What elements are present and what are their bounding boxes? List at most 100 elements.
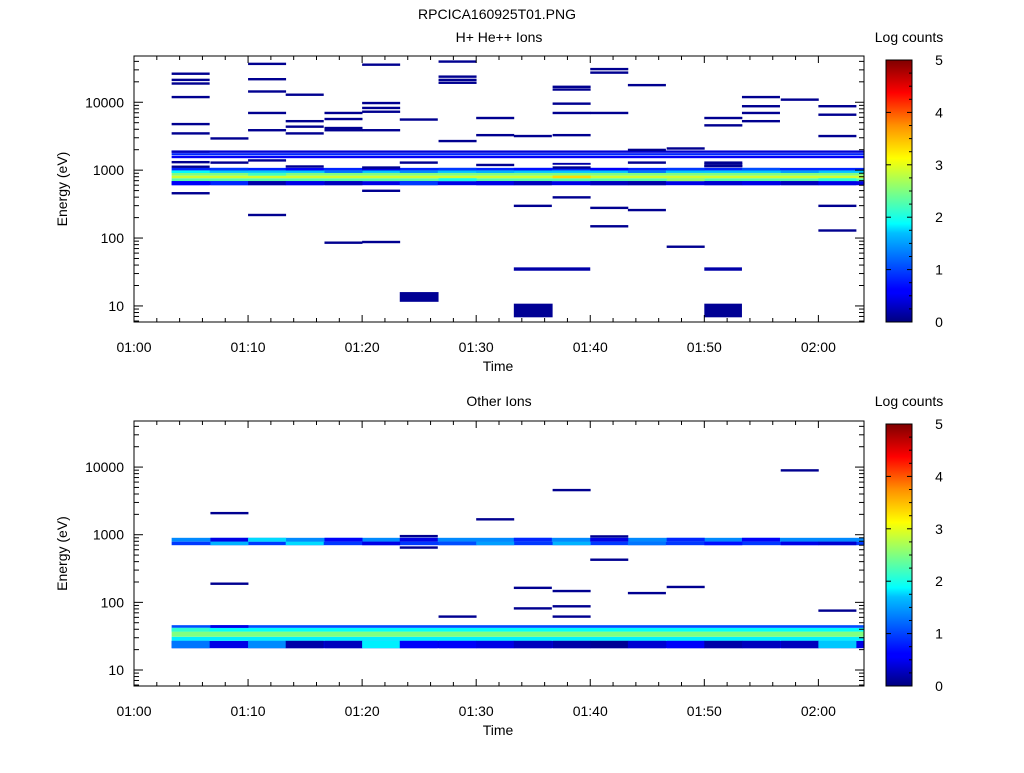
heatmap-count-line [324,117,363,121]
heatmap-count-line [552,133,591,137]
y-axis-label: Energy (eV) [54,152,70,227]
heatmap-count-line [210,582,249,585]
heatmap-count-line [818,229,857,232]
colorbar-tick-label: 0 [935,314,943,330]
y-tick-label: 100 [101,230,125,246]
heatmap-count-line [704,161,743,164]
heatmap-band [171,631,865,637]
heatmap-count-line [590,535,629,538]
heatmap-block [513,267,591,271]
heatmap-cell [590,537,629,542]
colorbar-tick-label: 5 [935,52,943,68]
heatmap-cell [780,640,819,649]
heatmap-cell [285,541,324,546]
heatmap-cell [210,537,249,542]
heatmap-cell [780,170,819,173]
heatmap-cell [476,181,515,186]
heatmap-count-line [171,192,210,195]
colorbar-tick-label: 0 [935,678,943,694]
heatmap-count-line [324,241,363,244]
x-tick-label: 01:10 [231,339,266,355]
heatmap-cell [324,170,363,173]
heatmap-band [171,625,865,628]
heatmap-cell [399,640,438,649]
heatmap-cell [476,170,515,173]
panel-title: H+ He++ Ions [456,29,543,45]
heatmap-count-line [513,204,552,208]
heatmap-cell [741,537,780,542]
heatmap-cell [438,167,477,171]
heatmap-cell [171,170,210,173]
heatmap-cell [248,181,287,186]
panel-title: Other Ions [466,393,531,409]
heatmap-count-line [171,78,210,82]
y-tick-label: 10000 [85,459,124,475]
heatmap-cell [285,181,324,186]
y-tick-label: 10 [108,298,124,314]
heatmap-count-line [666,245,705,248]
y-tick-label: 100 [101,594,125,610]
heatmap-cell [513,537,552,542]
heatmap-count-line [552,111,591,115]
heatmap-cell [513,181,552,186]
heatmap-cell [741,167,780,171]
heatmap-cell [210,541,249,546]
heatmap-count-line [552,488,591,492]
heatmap-strip [171,155,865,159]
heatmap-count-line [476,116,515,120]
colorbar-tick-label: 2 [935,209,943,225]
heatmap-count-line [552,196,591,199]
heatmap-cell [627,541,666,546]
x-tick-label: 01:10 [231,703,266,719]
colorbar-tick-label: 5 [935,416,943,432]
heatmap-count-line [704,124,743,127]
heatmap-count-line [362,166,401,169]
heatmap-count-line [741,111,780,115]
heatmap-cell [285,167,324,171]
heatmap-cell [704,181,743,186]
colorbar-tick-label: 1 [935,626,943,642]
heatmap-cell [324,181,363,186]
heatmap-cell [590,167,629,171]
heatmap-count-line [324,126,363,130]
heatmap-count-line [248,129,287,132]
heatmap-count-line [285,165,324,168]
heatmap-strip [171,150,865,153]
heatmap-count-line [627,591,666,595]
heatmap-cell [171,640,210,649]
heatmap-count-line [513,586,552,590]
heatmap-count-line [399,534,438,538]
heatmap-count-line [780,469,819,472]
colorbar-tick-label: 4 [935,468,943,484]
heatmap-count-line [552,166,591,169]
x-tick-label: 01:30 [459,339,494,355]
colorbar-label: Log counts [875,393,944,409]
heatmap-count-line [285,125,324,128]
heatmap-count-line [552,102,591,105]
heatmap-cell [666,537,705,542]
heatmap-cell [362,541,401,546]
heatmap-cell [513,640,552,649]
heatmap-count-line [438,78,477,82]
heatmap-count-line [248,159,287,162]
heatmap-cell [627,640,666,649]
heatmap-cell [362,167,401,171]
heatmap-cell [324,537,363,542]
colorbar-gradient [885,59,913,323]
heatmap-cell [399,170,438,173]
x-tick-label: 01:00 [116,339,151,355]
heatmap-count-line [741,95,780,99]
heatmap-count-line [552,605,591,608]
heatmap-count-line [590,225,629,228]
heatmap-count-line [666,585,705,589]
heatmap-count-line [590,558,629,561]
x-tick-label: 01:20 [345,703,380,719]
heatmap-cell [438,178,477,182]
heatmap-count-line [627,148,666,152]
heatmap-cell [590,181,629,186]
colorbar-tick-label: 3 [935,521,943,537]
heatmap-count-line [399,161,438,164]
heatmap-cell [248,640,287,649]
